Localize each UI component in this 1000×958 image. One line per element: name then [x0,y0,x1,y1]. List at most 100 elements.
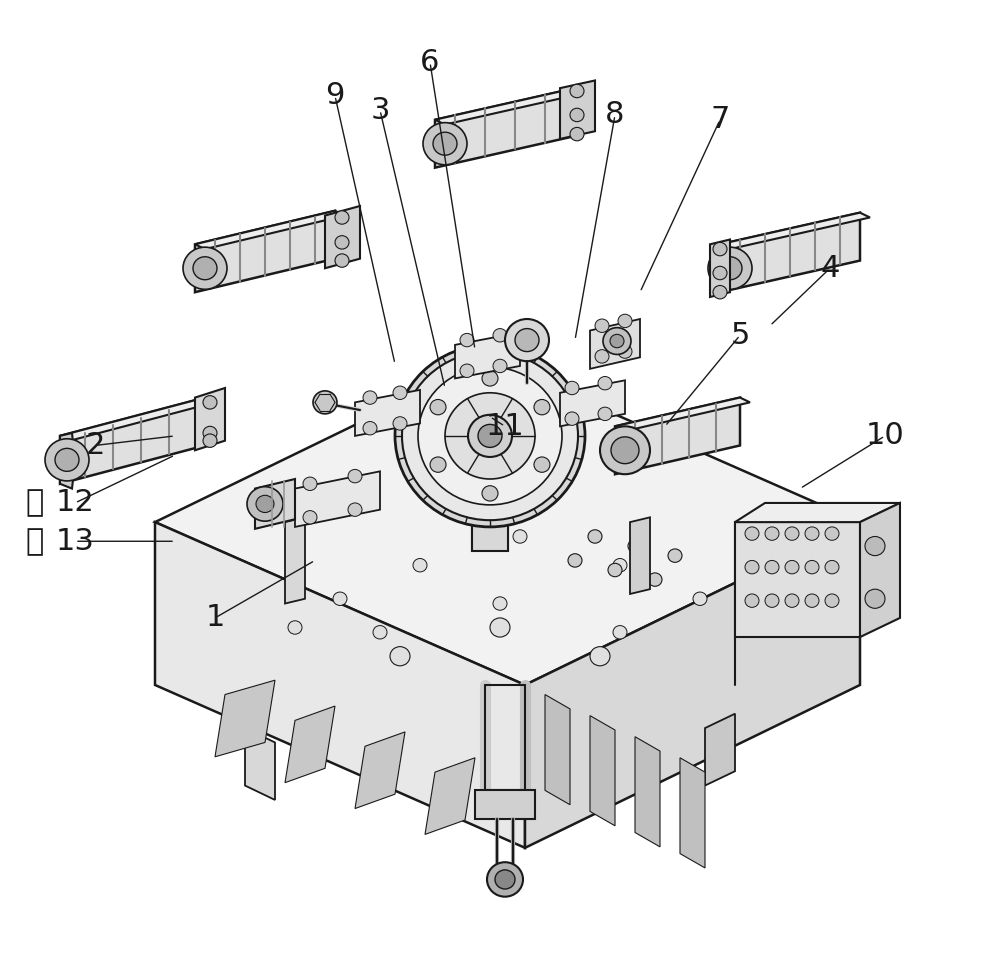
Circle shape [493,359,507,373]
Circle shape [825,560,839,574]
Text: 1: 1 [205,604,225,632]
Circle shape [430,457,446,472]
Circle shape [745,594,759,607]
Circle shape [393,386,407,399]
Circle shape [598,407,612,421]
Polygon shape [60,433,75,489]
Circle shape [611,437,639,464]
Polygon shape [590,716,615,826]
Circle shape [423,123,467,165]
Circle shape [598,376,612,390]
Circle shape [785,594,799,607]
Circle shape [565,412,579,425]
Circle shape [565,381,579,395]
Circle shape [738,621,752,634]
Circle shape [513,530,527,543]
Polygon shape [860,503,900,637]
Circle shape [785,527,799,540]
Polygon shape [720,213,870,249]
Circle shape [718,257,742,280]
Circle shape [487,862,523,897]
Circle shape [865,589,885,608]
Circle shape [493,597,507,610]
Polygon shape [635,737,660,847]
Circle shape [595,350,609,363]
Polygon shape [215,680,275,757]
Circle shape [303,511,317,524]
Polygon shape [155,522,525,848]
Text: 6: 6 [420,48,440,77]
Circle shape [433,132,457,155]
Polygon shape [285,706,335,783]
Text: 上: 上 [26,489,44,517]
Circle shape [613,626,627,639]
Polygon shape [325,206,360,268]
Polygon shape [245,728,275,800]
Circle shape [203,426,217,440]
Circle shape [648,573,662,586]
Circle shape [590,647,610,666]
Circle shape [303,477,317,490]
Circle shape [490,618,510,637]
Circle shape [805,594,819,607]
Circle shape [413,559,427,572]
Polygon shape [735,522,860,637]
Text: 10: 10 [866,422,904,450]
Circle shape [363,391,377,404]
Polygon shape [425,758,475,834]
Circle shape [333,592,347,605]
Polygon shape [355,732,405,809]
Circle shape [460,333,474,347]
Circle shape [256,495,274,513]
Polygon shape [295,471,380,527]
Circle shape [203,396,217,409]
Circle shape [825,594,839,607]
Circle shape [613,559,627,572]
Circle shape [603,328,631,354]
Circle shape [495,870,515,889]
Circle shape [534,399,550,415]
Text: 9: 9 [325,81,345,110]
Circle shape [482,486,498,501]
Circle shape [628,539,642,553]
Circle shape [203,434,217,447]
Polygon shape [255,479,295,529]
Circle shape [445,393,535,479]
Circle shape [693,592,707,605]
Text: 4: 4 [820,254,840,283]
Circle shape [568,554,582,567]
Circle shape [183,247,227,289]
Circle shape [595,319,609,332]
Circle shape [618,345,632,358]
Circle shape [570,127,584,141]
Circle shape [570,84,584,98]
Circle shape [468,415,512,457]
Circle shape [313,391,337,414]
Circle shape [288,621,302,634]
Circle shape [765,594,779,607]
Text: 11: 11 [486,412,524,441]
Circle shape [618,314,632,328]
Polygon shape [590,319,640,369]
Polygon shape [545,695,570,805]
Circle shape [713,242,727,256]
Circle shape [713,266,727,280]
Polygon shape [560,380,625,426]
Circle shape [610,334,624,348]
Circle shape [373,626,387,639]
Polygon shape [455,332,520,378]
Circle shape [713,285,727,299]
Polygon shape [705,714,735,786]
Circle shape [745,527,759,540]
Polygon shape [720,213,860,292]
Circle shape [608,563,622,577]
Circle shape [335,236,349,249]
Polygon shape [710,240,730,297]
Polygon shape [475,790,535,819]
Circle shape [570,108,584,122]
Polygon shape [60,398,215,441]
Circle shape [395,345,585,527]
Circle shape [55,448,79,471]
Circle shape [418,367,562,505]
Polygon shape [285,517,305,604]
